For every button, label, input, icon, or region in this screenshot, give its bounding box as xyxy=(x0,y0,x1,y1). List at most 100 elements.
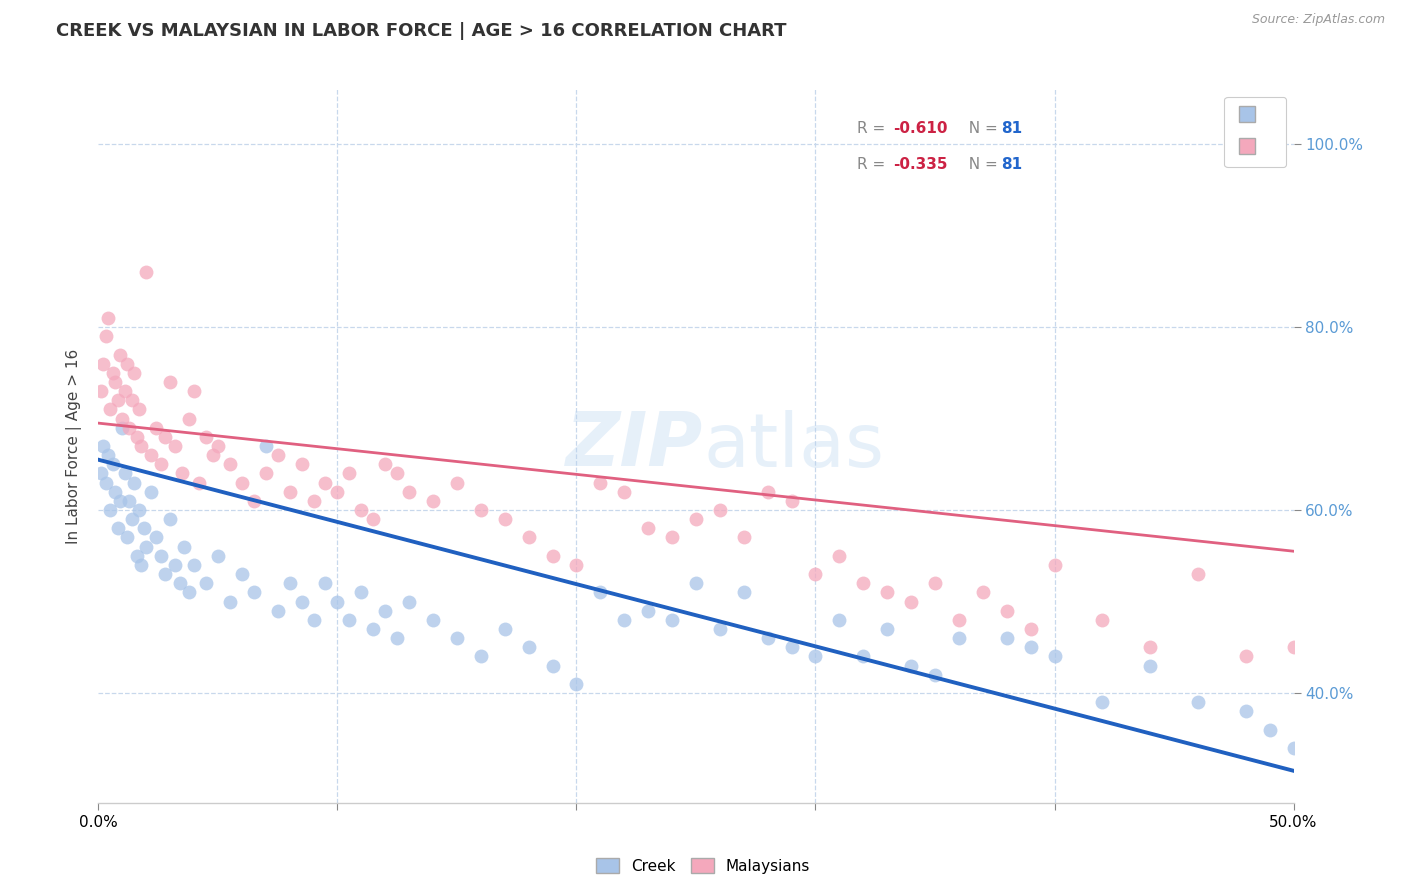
Point xyxy=(107,521,129,535)
Text: Source: ZipAtlas.com: Source: ZipAtlas.com xyxy=(1251,13,1385,27)
Point xyxy=(169,576,191,591)
Point xyxy=(98,402,122,417)
Point xyxy=(155,567,177,582)
Point xyxy=(108,494,131,508)
Point xyxy=(254,467,277,481)
Point xyxy=(995,631,1018,645)
Point xyxy=(709,503,731,517)
Point xyxy=(97,448,120,462)
Point xyxy=(422,613,444,627)
Point xyxy=(139,484,162,499)
Point xyxy=(302,613,325,627)
Point xyxy=(1139,658,1161,673)
Point xyxy=(1091,613,1114,627)
Point xyxy=(124,475,146,490)
Text: -0.610: -0.610 xyxy=(893,121,948,136)
Point xyxy=(187,475,209,490)
Point xyxy=(219,458,242,472)
Point xyxy=(97,310,120,325)
Point xyxy=(589,585,612,599)
Point xyxy=(470,503,492,517)
Point xyxy=(278,484,301,499)
Point xyxy=(207,549,229,563)
Point xyxy=(446,631,468,645)
Point xyxy=(243,494,266,508)
Point xyxy=(194,576,218,591)
Point xyxy=(267,448,290,462)
Point xyxy=(565,558,588,572)
Point xyxy=(172,467,194,481)
Point xyxy=(207,439,229,453)
Y-axis label: In Labor Force | Age > 16: In Labor Force | Age > 16 xyxy=(66,349,83,543)
Point xyxy=(541,549,564,563)
Point xyxy=(139,448,162,462)
Point xyxy=(637,521,659,535)
Legend:  ,  : , xyxy=(1225,97,1286,168)
Point xyxy=(876,622,898,636)
Point xyxy=(804,567,827,582)
Point xyxy=(1258,723,1281,737)
Point xyxy=(149,458,172,472)
Point xyxy=(115,357,138,371)
Point xyxy=(1019,640,1042,655)
Point xyxy=(1139,640,1161,655)
Point xyxy=(163,439,186,453)
Point xyxy=(350,585,373,599)
Point xyxy=(202,448,225,462)
Point xyxy=(852,649,875,664)
Point xyxy=(1043,649,1066,664)
Text: 81: 81 xyxy=(1001,157,1022,171)
Point xyxy=(254,439,277,453)
Point xyxy=(114,467,136,481)
Text: CREEK VS MALAYSIAN IN LABOR FORCE | AGE > 16 CORRELATION CHART: CREEK VS MALAYSIAN IN LABOR FORCE | AGE … xyxy=(56,22,787,40)
Point xyxy=(124,366,146,380)
Point xyxy=(219,594,242,608)
Point xyxy=(385,467,409,481)
Point xyxy=(173,540,195,554)
Point xyxy=(155,430,177,444)
Point xyxy=(90,384,112,398)
Point xyxy=(780,640,803,655)
Point xyxy=(302,494,325,508)
Point xyxy=(685,512,707,526)
Point xyxy=(183,384,205,398)
Point xyxy=(517,531,540,545)
Point xyxy=(145,531,167,545)
Point xyxy=(131,558,153,572)
Point xyxy=(94,475,117,490)
Point xyxy=(118,494,141,508)
Point xyxy=(231,567,253,582)
Point xyxy=(104,375,127,389)
Text: 81: 81 xyxy=(1001,121,1022,136)
Point xyxy=(121,512,143,526)
Point xyxy=(1282,640,1305,655)
Point xyxy=(125,549,148,563)
Point xyxy=(101,366,124,380)
Point xyxy=(517,640,540,655)
Point xyxy=(828,613,851,627)
Point xyxy=(661,531,683,545)
Point xyxy=(948,613,970,627)
Point xyxy=(135,265,157,279)
Point xyxy=(94,329,117,343)
Point xyxy=(398,484,420,499)
Point xyxy=(972,585,994,599)
Point xyxy=(159,512,181,526)
Point xyxy=(900,594,922,608)
Point xyxy=(398,594,420,608)
Point xyxy=(733,585,755,599)
Text: atlas: atlas xyxy=(703,409,884,483)
Point xyxy=(470,649,492,664)
Point xyxy=(828,549,851,563)
Point xyxy=(1187,695,1209,709)
Point xyxy=(128,402,150,417)
Point xyxy=(613,613,636,627)
Point xyxy=(315,475,337,490)
Point xyxy=(231,475,253,490)
Point xyxy=(179,411,201,425)
Text: -0.335: -0.335 xyxy=(893,157,948,171)
Point xyxy=(1234,704,1257,718)
Point xyxy=(315,576,337,591)
Point xyxy=(876,585,898,599)
Point xyxy=(243,585,266,599)
